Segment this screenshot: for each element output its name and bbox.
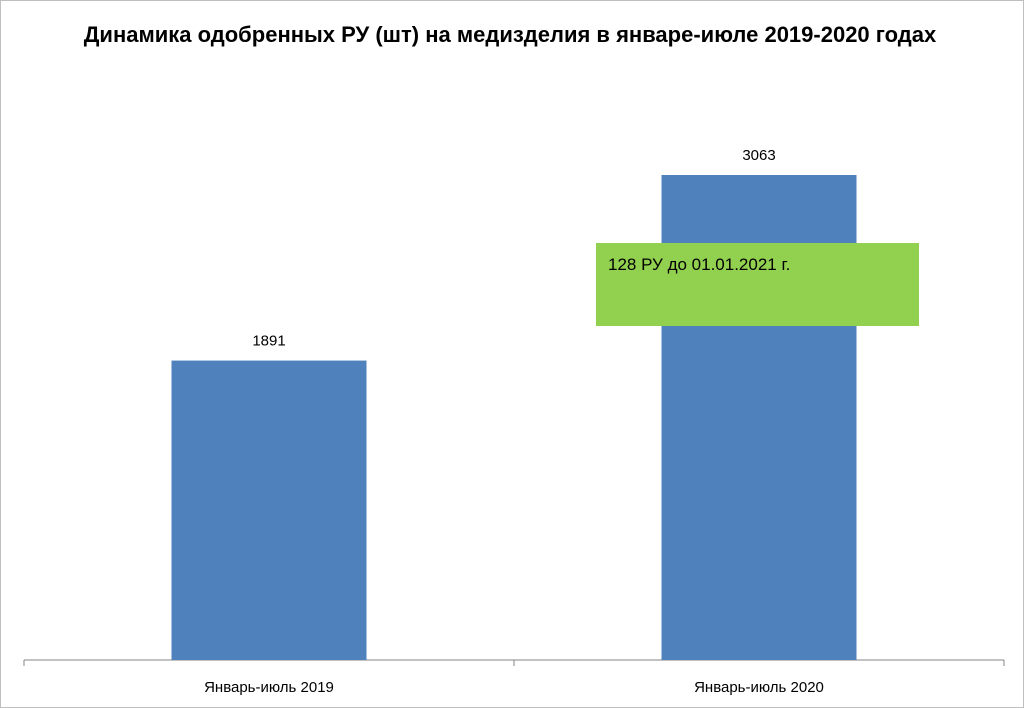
data-label-2: 3063 [742,147,775,164]
category-label-1: Январь-июль 2019 [204,679,334,696]
chart-title: Динамика одобренных РУ (шт) на медиздели… [83,22,937,47]
category-label-2: Январь-июль 2020 [694,679,824,696]
bar-1 [171,360,367,660]
data-label-1: 1891 [252,333,285,350]
annotation-callout: 128 РУ до 01.01.2021 г. [596,243,919,326]
annotation-text: 128 РУ до 01.01.2021 г. [608,255,791,274]
